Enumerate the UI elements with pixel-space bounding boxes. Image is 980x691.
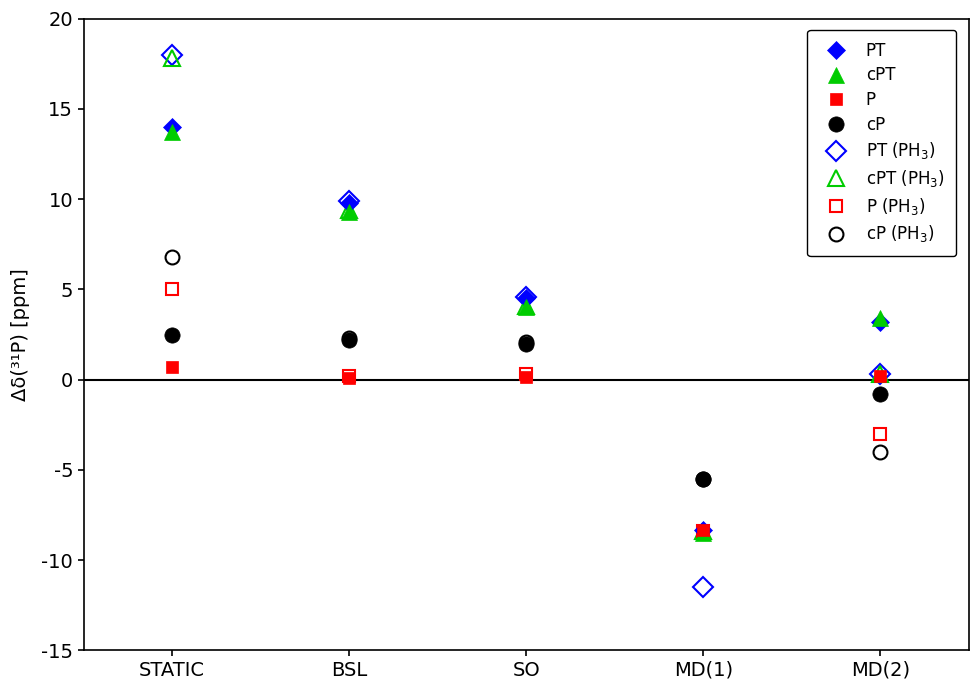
- Legend: PT, cPT, P, cP, PT (PH$_3$), cPT (PH$_3$), P (PH$_3$), cP (PH$_3$): PT, cPT, P, cP, PT (PH$_3$), cPT (PH$_3$…: [808, 30, 956, 256]
- Y-axis label: Δδ(³¹P) [ppm]: Δδ(³¹P) [ppm]: [11, 268, 30, 401]
